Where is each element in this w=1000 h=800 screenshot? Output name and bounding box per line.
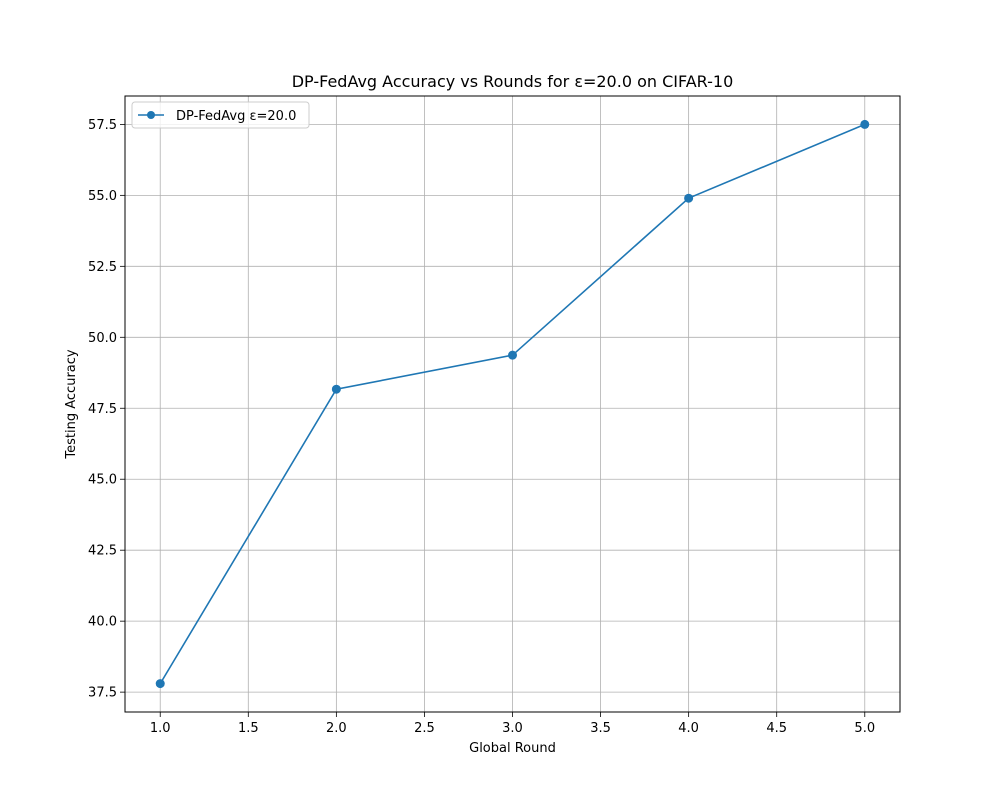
y-tick-label: 45.0 — [88, 473, 117, 488]
y-tick-label: 55.0 — [88, 189, 117, 204]
y-tick-label: 52.5 — [88, 260, 117, 275]
x-tick-label: 1.0 — [150, 721, 171, 736]
series-layer — [155, 119, 870, 689]
x-tick-label: 1.5 — [238, 721, 259, 736]
x-tick-label: 2.5 — [414, 721, 435, 736]
data-point — [508, 350, 517, 360]
y-tick-label: 50.0 — [88, 331, 117, 346]
chart-title: DP-FedAvg Accuracy vs Rounds for ε=20.0 … — [292, 72, 734, 91]
x-tick-label: 3.0 — [502, 721, 523, 736]
y-tick-label: 57.5 — [88, 118, 117, 133]
y-tick-label: 37.5 — [88, 686, 117, 701]
legend-marker-swatch — [147, 111, 155, 119]
legend-entry-label: DP-FedAvg ε=20.0 — [176, 109, 296, 124]
y-axis-label: Testing Accuracy — [64, 349, 79, 459]
legend-box — [131, 101, 310, 129]
y-tick-label: 42.5 — [88, 544, 117, 559]
y-tick-label: 47.5 — [88, 402, 117, 417]
data-point — [155, 679, 165, 689]
x-tick-label: 4.0 — [678, 721, 699, 736]
x-tick-label: 3.5 — [590, 721, 611, 736]
grid — [125, 96, 900, 712]
y-tick-label: 40.0 — [88, 615, 117, 630]
y-axis-ticks: 37.5 40.0 42.5 45.0 47.5 50.0 52.5 55.0 57.5 — [88, 118, 125, 701]
x-axis-ticks: 1.0 1.5 2.0 2.5 3.0 3.5 4.0 4.5 5.0 — [150, 712, 875, 736]
data-point — [860, 119, 870, 129]
x-tick-label: 2.0 — [326, 721, 347, 736]
x-tick-label: 5.0 — [854, 721, 875, 736]
data-point — [331, 384, 341, 394]
legend: DP-FedAvg ε=20.0 — [131, 101, 310, 129]
data-point — [684, 193, 694, 203]
x-axis-label: Global Round — [469, 741, 556, 756]
x-tick-label: 4.5 — [766, 721, 787, 736]
